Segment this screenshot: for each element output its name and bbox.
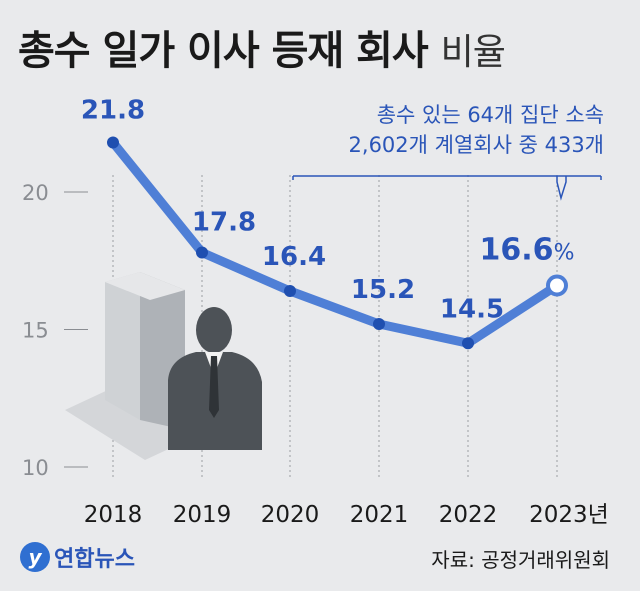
y-axis: 10 15 20 xyxy=(22,181,88,480)
x-axis: 2018 2019 2020 2021 2022 2023년 xyxy=(84,502,609,528)
y-tick-15: 15 xyxy=(22,319,88,343)
y-tick-10: 10 xyxy=(22,456,88,480)
y-tick-label: 20 xyxy=(22,181,49,205)
illustration xyxy=(65,272,262,460)
data-label-2022: 14.5 xyxy=(440,294,504,324)
person-head-shape xyxy=(196,307,232,353)
data-label-unit: % xyxy=(554,241,575,266)
data-points xyxy=(107,136,568,350)
logo: y 연합뉴스 xyxy=(20,541,135,573)
y-tick-label: 15 xyxy=(22,319,49,343)
annotation-bracket xyxy=(292,175,602,201)
point-2022 xyxy=(462,337,474,350)
point-2020 xyxy=(284,285,296,297)
y-tick-20: 20 xyxy=(22,181,88,205)
data-label-2023년: 16.6% xyxy=(480,233,575,268)
y-tick-label: 10 xyxy=(22,456,49,480)
point-2018 xyxy=(107,136,119,149)
series-line xyxy=(108,138,562,348)
title-suffix: 비율 xyxy=(440,32,506,73)
annotation-line2: 2,602개 계열회사 중 433개 xyxy=(348,133,604,157)
data-label-2021: 15.2 xyxy=(351,275,415,305)
building-front-shape xyxy=(105,272,140,420)
building-top-shape xyxy=(105,272,185,300)
x-tick-2019: 2019 xyxy=(173,502,232,528)
series-path xyxy=(108,138,562,348)
chart-title: 총수 일가 이사 등재 회사 비율 xyxy=(18,18,506,76)
point-2023년 xyxy=(546,274,568,297)
annotation-line1: 총수 있는 64개 집단 소속 xyxy=(376,103,604,127)
logo-name: 연합뉴스 xyxy=(54,547,135,572)
x-tick-2023년: 2023년 xyxy=(529,502,609,528)
x-tick-2021: 2021 xyxy=(350,502,409,528)
annotation: 총수 있는 64개 집단 소속 2,602개 계열회사 중 433개 xyxy=(349,100,604,160)
data-label-2018: 21.8 xyxy=(81,96,145,126)
person-tie-shape xyxy=(209,356,219,418)
x-tick-2022: 2022 xyxy=(439,502,498,528)
title-main: 총수 일가 이사 등재 회사 xyxy=(18,28,429,74)
data-label-2020: 16.4 xyxy=(262,242,326,272)
data-label-2019: 17.8 xyxy=(192,208,256,238)
x-tick-2020: 2020 xyxy=(261,502,320,528)
source-note: 자료: 공정거래위원회 xyxy=(431,548,610,572)
logo-badge-icon: y xyxy=(20,542,50,572)
x-tick-2018: 2018 xyxy=(84,502,143,528)
point-2019 xyxy=(196,246,208,259)
point-2021 xyxy=(373,318,385,330)
